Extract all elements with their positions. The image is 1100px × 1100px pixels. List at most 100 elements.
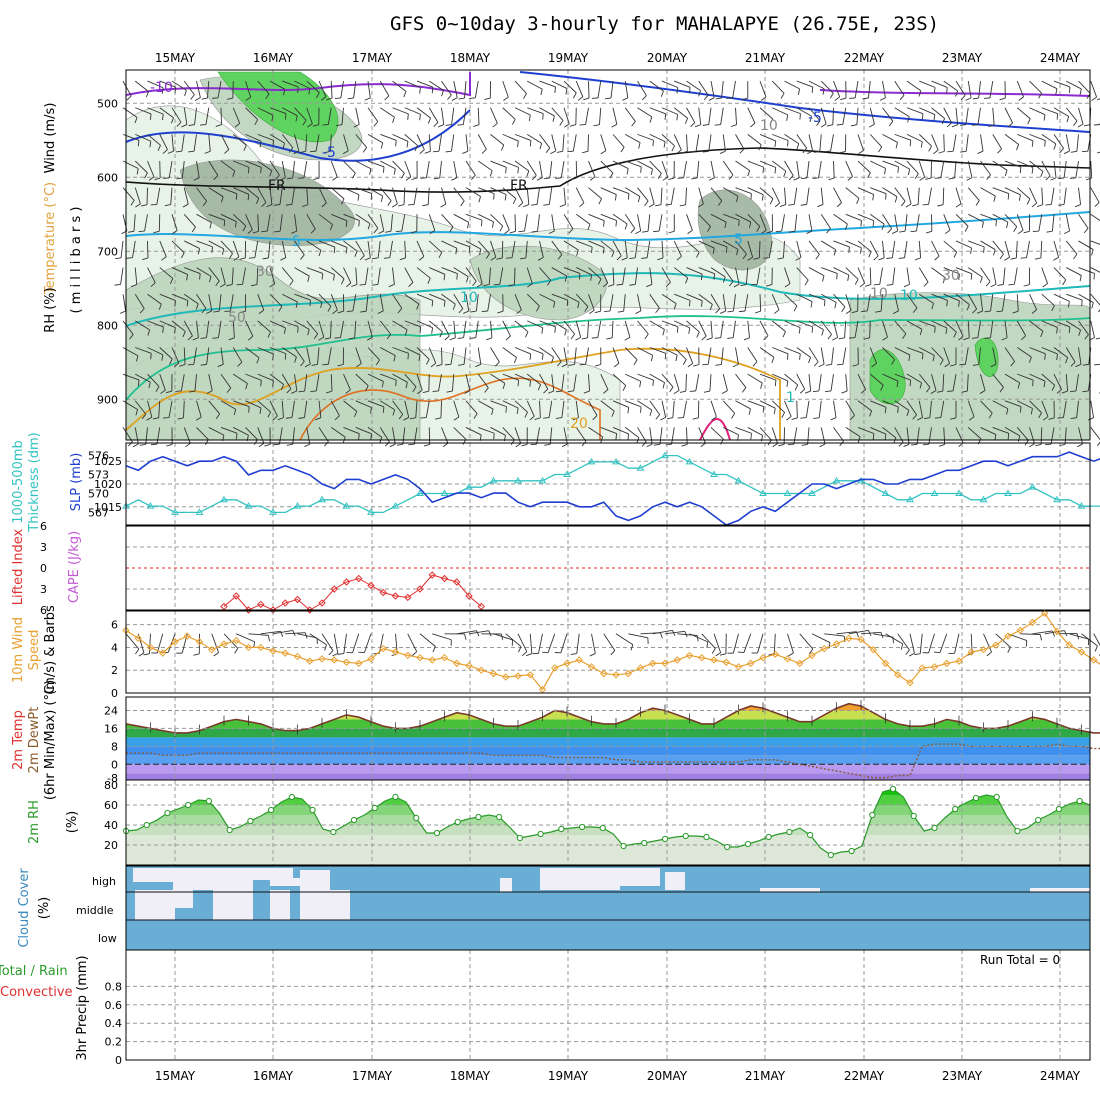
upper-wind-barb (441, 320, 450, 337)
upper-wind-barb (661, 107, 678, 115)
rh-frame (125, 779, 1091, 866)
upper-wind-barb (1041, 347, 1058, 355)
upper-wind-barb (539, 267, 552, 281)
upper-wind-barb (696, 331, 700, 338)
upper-wind-barb (502, 187, 517, 199)
upper-wind-barb (820, 427, 826, 445)
upper-wind-barb (171, 320, 186, 332)
upper-wind-barb (863, 337, 870, 340)
upper-wind-barb (247, 194, 250, 201)
upper-wind-barb (683, 160, 687, 178)
upper-wind-barb (869, 347, 877, 364)
upper-wind-barb (945, 327, 948, 335)
upper-wind-barb (588, 213, 605, 222)
upper-wind-barb (710, 427, 724, 440)
wind10-speed-point (551, 664, 559, 672)
upper-wind-barb (259, 141, 262, 148)
upper-wind-barb (919, 320, 936, 328)
upper-wind-barb (943, 293, 960, 302)
upper-wind-barb (1004, 170, 1008, 177)
upper-wind-barb (367, 347, 380, 361)
wind10-speed-point (563, 659, 571, 668)
upper-wind-barb (440, 400, 442, 418)
upper-wind-barb (470, 310, 477, 313)
upper-wind-barb (428, 214, 436, 231)
upper-wind-barb (665, 281, 671, 287)
upper-wind-barb (345, 247, 348, 254)
upper-wind-barb (514, 373, 531, 382)
upper-wind-barb (711, 416, 717, 421)
rh-2m-point (869, 811, 876, 819)
upper-wind-barb (993, 195, 996, 202)
upper-wind-barb (891, 230, 898, 234)
upper-wind-barb (135, 373, 151, 383)
pressure-tick-label: 900 (97, 393, 118, 406)
upper-wind-barb (988, 124, 995, 128)
upper-wind-barb (181, 134, 185, 152)
wind10-speed-point (698, 653, 706, 662)
thickness-point (930, 489, 939, 496)
upper-wind-barb (735, 107, 738, 125)
upper-wind-barb (934, 255, 940, 261)
upper-wind-barb (159, 134, 168, 150)
upper-wind-barb (857, 436, 861, 443)
upper-wind-barb (886, 257, 893, 259)
upper-wind-barb (1018, 96, 1024, 101)
upper-wind-barb (490, 373, 506, 384)
upper-wind-barb (941, 118, 946, 125)
li-point (391, 592, 400, 600)
upper-wind-barb (858, 150, 864, 155)
upper-wind-barb (575, 427, 587, 442)
upper-wind-barb (220, 426, 238, 434)
upper-wind-barb (475, 363, 482, 368)
wind10-barb (156, 633, 164, 654)
upper-wind-barb (561, 363, 568, 368)
upper-wind-barb (242, 267, 246, 285)
upper-wind-barb (943, 267, 960, 275)
wind10-barb (928, 633, 935, 654)
upper-wind-barb (671, 145, 675, 152)
upper-wind-barb (615, 433, 618, 440)
upper-wind-barb (369, 168, 372, 175)
upper-wind-barb (626, 168, 629, 175)
upper-wind-barb (606, 337, 613, 340)
thickness-point (514, 476, 522, 484)
upper-wind-barb (861, 310, 868, 312)
upper-wind-barb (213, 310, 220, 313)
wind10-barb (343, 633, 347, 654)
upper-wind-barb (980, 294, 984, 312)
upper-wind-barb (1065, 134, 1070, 152)
rh-2m-point (226, 826, 233, 834)
upper-wind-barb (990, 294, 994, 312)
upper-wind-barb (715, 363, 722, 366)
li-line (223, 574, 482, 611)
upper-wind-barb (761, 229, 767, 235)
upper-wind-barb (465, 160, 476, 176)
upper-wind-barb (955, 80, 966, 96)
upper-wind-barb (137, 379, 140, 386)
rh-tick-label: 20 (104, 839, 118, 852)
upper-wind-barb (258, 309, 265, 314)
upper-wind-barb (652, 379, 654, 387)
wind10-barb (788, 652, 794, 657)
upper-wind-barb (527, 80, 543, 90)
upper-wind-barb (556, 150, 563, 153)
upper-wind-barb (985, 281, 991, 287)
upper-wind-barb (133, 214, 136, 232)
upper-wind-barb (1031, 140, 1034, 147)
upper-wind-barb (663, 141, 666, 148)
upper-wind-barb (147, 373, 160, 387)
upper-wind-barb (942, 277, 946, 284)
upper-wind-barb (393, 355, 396, 362)
upper-wind-barb (329, 224, 333, 231)
upper-wind-barb (159, 107, 174, 119)
wind10-barb (652, 629, 673, 635)
upper-wind-barb (233, 160, 250, 168)
upper-wind-barb (735, 134, 745, 150)
upper-wind-barb (894, 160, 910, 170)
upper-wind-barb (304, 443, 310, 448)
upper-wind-barb (539, 240, 544, 258)
upper-wind-barb (367, 107, 379, 122)
upper-wind-barb (836, 363, 843, 366)
upper-wind-barb (239, 310, 246, 314)
